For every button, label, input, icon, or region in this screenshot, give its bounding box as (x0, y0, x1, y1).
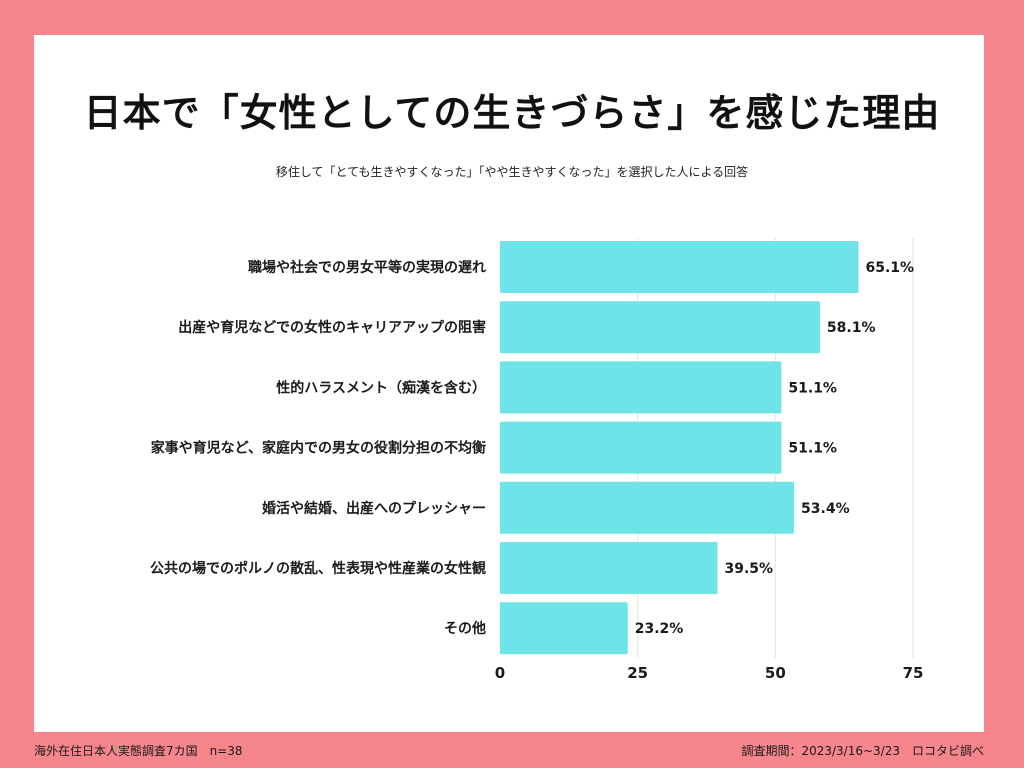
x-tick-label-50: 50 (765, 664, 786, 682)
value-label-1: 58.1% (827, 320, 876, 336)
category-label-6: その他 (444, 620, 486, 637)
chart-subtitle: 移住して「とても生きやすくなった」「やや生きやすくなった」を選択した人による回答 (275, 165, 749, 179)
value-label-3: 51.1% (788, 441, 837, 457)
bar-2 (500, 361, 782, 414)
x-tick-label-0: 0 (495, 664, 505, 682)
category-label-4: 婚活や結婚、出産へのプレッシャー (262, 500, 486, 517)
bar-1 (500, 301, 820, 354)
category-label-0: 職場や社会での男女平等の実現の遅れ (248, 259, 486, 276)
bar-6 (500, 602, 628, 655)
bar-3 (500, 421, 782, 474)
value-label-4: 53.4% (801, 501, 850, 517)
chart-title: 日本で「女性としての生きづらさ」を感じた理由 (83, 91, 941, 135)
bar-0 (500, 241, 859, 293)
value-label-0: 65.1% (865, 260, 914, 276)
x-tick-label-25: 25 (627, 664, 648, 682)
category-label-2: 性的ハラスメント（痴漢を含む） (276, 379, 486, 396)
category-label-5: 公共の場でのポルノの散乱、性表現や性産業の女性観 (150, 560, 486, 577)
value-label-6: 23.2% (635, 621, 684, 637)
survey-footnote: 海外在住日本人実態調査7カ国 n=38 (34, 744, 243, 758)
category-label-3: 家事や育児など、家庭内での男女の役割分担の不均衡 (151, 440, 486, 457)
value-label-5: 39.5% (725, 561, 774, 577)
bar-4 (500, 481, 795, 534)
bar-5 (500, 542, 718, 594)
survey-period: 調査期間：2023/3/16~3/23 ロコタビ調べ (741, 744, 984, 758)
category-label-1: 出産や育児などでの女性のキャリアアップの阻害 (178, 319, 486, 336)
value-label-2: 51.1% (788, 380, 837, 396)
x-tick-label-75: 75 (903, 664, 924, 682)
